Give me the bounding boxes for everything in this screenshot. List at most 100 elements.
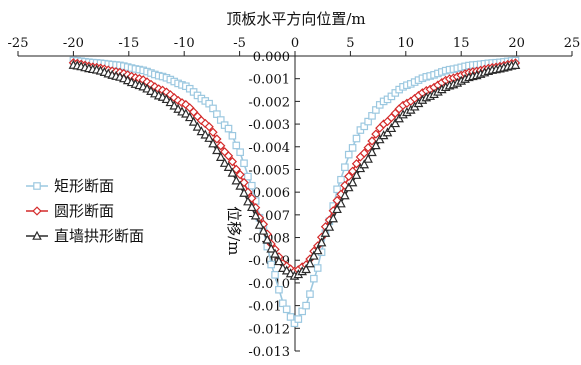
data-point bbox=[344, 171, 354, 182]
data-point bbox=[341, 163, 349, 171]
data-point bbox=[270, 248, 280, 258]
data-point bbox=[348, 144, 357, 152]
data-point bbox=[192, 121, 203, 131]
data-point bbox=[305, 258, 315, 268]
data-point bbox=[236, 148, 244, 157]
legend-label: 圆形断面 bbox=[54, 202, 114, 220]
data-point bbox=[235, 170, 245, 180]
data-point bbox=[324, 221, 335, 231]
y-tick-label: -0.001 bbox=[248, 73, 290, 88]
data-point bbox=[301, 264, 311, 274]
data-point bbox=[371, 129, 381, 139]
y-tick-label: 0.000 bbox=[253, 50, 290, 65]
x-tick-label: -25 bbox=[8, 36, 29, 51]
data-point bbox=[382, 127, 393, 137]
data-point bbox=[332, 203, 342, 214]
data-point bbox=[212, 134, 222, 144]
data-point bbox=[367, 147, 377, 157]
data-point bbox=[364, 117, 372, 126]
y-axis-title: 位移/m bbox=[225, 206, 243, 255]
x-tick-label: 25 bbox=[564, 36, 581, 51]
data-point bbox=[240, 159, 248, 168]
data-point bbox=[205, 99, 213, 108]
data-point bbox=[258, 225, 269, 235]
data-point bbox=[344, 150, 353, 159]
data-point bbox=[227, 156, 238, 167]
legend-swatch-marker bbox=[33, 182, 41, 190]
data-point bbox=[337, 175, 345, 184]
data-point bbox=[165, 97, 176, 107]
data-point bbox=[298, 307, 307, 316]
data-point bbox=[340, 190, 350, 200]
legend-swatch-marker bbox=[32, 230, 42, 240]
series-triangle bbox=[68, 59, 521, 280]
data-point bbox=[184, 112, 195, 122]
data-point bbox=[309, 250, 319, 260]
data-point bbox=[266, 243, 276, 253]
data-point bbox=[204, 122, 214, 132]
data-point bbox=[351, 159, 362, 169]
x-tick-label: -20 bbox=[63, 36, 84, 51]
data-point bbox=[340, 180, 350, 190]
data-point bbox=[275, 285, 283, 294]
data-point bbox=[282, 305, 291, 314]
y-tick-label: -0.005 bbox=[248, 163, 290, 178]
data-point bbox=[181, 108, 191, 118]
data-point bbox=[215, 151, 226, 161]
data-point bbox=[208, 127, 218, 137]
data-point bbox=[320, 227, 331, 237]
data-point bbox=[302, 301, 310, 310]
legend-swatch-marker bbox=[32, 206, 42, 216]
x-tick-label: 20 bbox=[508, 36, 525, 51]
data-point bbox=[223, 151, 234, 161]
y-tick-label: -0.012 bbox=[248, 322, 290, 337]
data-point bbox=[271, 271, 279, 279]
data-point bbox=[360, 122, 369, 131]
x-tick-label: -15 bbox=[118, 36, 139, 51]
data-point bbox=[359, 148, 369, 158]
data-point bbox=[390, 118, 401, 128]
data-point bbox=[232, 141, 241, 150]
data-point bbox=[208, 138, 218, 148]
data-point bbox=[254, 219, 265, 229]
x-tick-label: 10 bbox=[398, 36, 415, 51]
data-point bbox=[510, 59, 521, 70]
series-layer bbox=[68, 56, 521, 328]
data-point bbox=[244, 172, 252, 181]
data-point bbox=[169, 100, 180, 110]
data-point bbox=[386, 122, 397, 133]
data-point bbox=[196, 126, 207, 136]
data-point bbox=[204, 132, 214, 142]
data-point bbox=[286, 313, 295, 321]
x-tick-label: 15 bbox=[453, 36, 470, 51]
data-point bbox=[328, 213, 339, 223]
data-point bbox=[223, 161, 234, 171]
data-point bbox=[239, 177, 249, 188]
data-point bbox=[188, 116, 199, 126]
y-tick-label: -0.004 bbox=[248, 141, 290, 156]
x-tick-label: 0 bbox=[291, 36, 299, 51]
data-point bbox=[231, 164, 241, 174]
data-point bbox=[239, 187, 249, 197]
data-point bbox=[352, 134, 361, 143]
data-point bbox=[227, 167, 238, 177]
data-point bbox=[246, 201, 257, 212]
data-point bbox=[312, 245, 323, 255]
data-point bbox=[247, 181, 256, 190]
data-point bbox=[351, 169, 362, 179]
legend-item: 圆形断面 bbox=[26, 202, 114, 220]
data-point bbox=[274, 256, 284, 266]
y-tick-label: -0.010 bbox=[248, 277, 290, 292]
data-point bbox=[243, 196, 253, 206]
data-point bbox=[294, 315, 303, 323]
x-axis-title: 顶板水平方向位置/m bbox=[226, 10, 365, 28]
y-tick-label: -0.013 bbox=[248, 345, 290, 360]
data-point bbox=[213, 110, 221, 118]
data-point bbox=[347, 166, 358, 176]
data-point bbox=[359, 159, 370, 169]
data-point bbox=[250, 210, 261, 220]
data-point bbox=[367, 136, 377, 146]
y-tick-label: -0.002 bbox=[248, 95, 290, 110]
data-point bbox=[316, 237, 327, 247]
data-point bbox=[306, 290, 314, 298]
